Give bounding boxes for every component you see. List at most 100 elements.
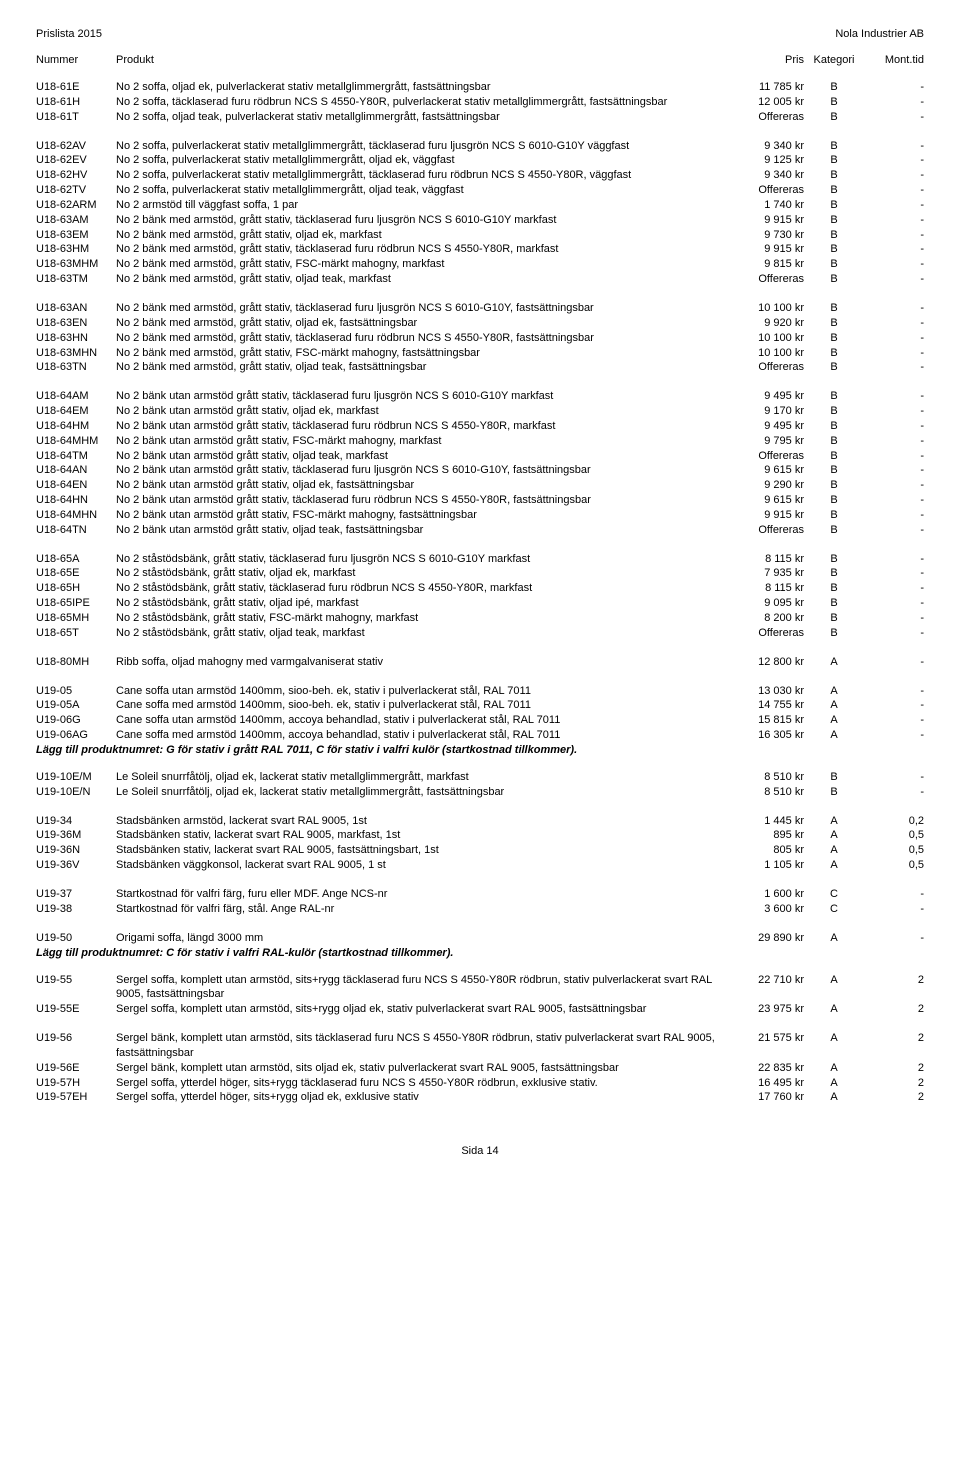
table-row: U19-56Sergel bänk, komplett utan armstöd… — [36, 1031, 924, 1061]
table-row: U18-63TNNo 2 bänk med armstöd, grått sta… — [36, 360, 924, 375]
cell-kategori: B — [804, 80, 864, 95]
cell-produkt: No 2 soffa, pulverlackerat stativ metall… — [116, 168, 734, 183]
cell-kategori: B — [804, 198, 864, 213]
cell-pris: 9 340 kr — [734, 139, 804, 154]
cell-produkt: No 2 bänk med armstöd, grått stativ, täc… — [116, 242, 734, 257]
col-nummer: Nummer — [36, 54, 116, 66]
cell-monttid: - — [864, 655, 924, 670]
table-row: U19-57EHSergel soffa, ytterdel höger, si… — [36, 1090, 924, 1105]
cell-monttid: 0,5 — [864, 828, 924, 843]
cell-monttid: - — [864, 272, 924, 287]
cell-kategori: A — [804, 1076, 864, 1091]
cell-nummer: U18-65E — [36, 566, 116, 581]
cell-kategori: B — [804, 626, 864, 641]
table-row: U19-37Startkostnad för valfri färg, furu… — [36, 887, 924, 902]
cell-pris: Offereras — [734, 523, 804, 538]
cell-nummer: U19-05A — [36, 698, 116, 713]
cell-pris: 10 100 kr — [734, 346, 804, 361]
cell-monttid: - — [864, 242, 924, 257]
cell-monttid: - — [864, 581, 924, 596]
cell-monttid: - — [864, 434, 924, 449]
cell-monttid: - — [864, 626, 924, 641]
table-row: U19-36VStadsbänken väggkonsol, lackerat … — [36, 858, 924, 873]
cell-monttid: - — [864, 478, 924, 493]
cell-kategori: B — [804, 566, 864, 581]
table-row: U18-64TNNo 2 bänk utan armstöd grått sta… — [36, 523, 924, 538]
cell-monttid: - — [864, 228, 924, 243]
cell-nummer: U18-64MHN — [36, 508, 116, 523]
cell-nummer: U18-64EN — [36, 478, 116, 493]
cell-produkt: Sergel bänk, komplett utan armstöd, sits… — [116, 1061, 734, 1076]
cell-nummer: U19-10E/M — [36, 770, 116, 785]
row-group: U18-64AMNo 2 bänk utan armstöd grått sta… — [36, 389, 924, 537]
table-row: U19-36MStadsbänken stativ, lackerat svar… — [36, 828, 924, 843]
cell-monttid: 2 — [864, 1090, 924, 1105]
table-row: U18-65HNo 2 ståstödsbänk, grått stativ, … — [36, 581, 924, 596]
group-note: Lägg till produktnumret: G för stativ i … — [36, 744, 924, 756]
price-table: U18-61ENo 2 soffa, oljad ek, pulverlacke… — [36, 80, 924, 1105]
row-group: U18-65ANo 2 ståstödsbänk, grått stativ, … — [36, 552, 924, 641]
cell-produkt: No 2 bänk utan armstöd grått stativ, olj… — [116, 478, 734, 493]
table-row: U19-55ESergel soffa, komplett utan armst… — [36, 1002, 924, 1017]
header-left: Prislista 2015 — [36, 28, 102, 40]
cell-pris: 8 510 kr — [734, 770, 804, 785]
cell-monttid: - — [864, 698, 924, 713]
cell-produkt: Ribb soffa, oljad mahogny med varmgalvan… — [116, 655, 734, 670]
cell-pris: 22 835 kr — [734, 1061, 804, 1076]
table-row: U19-10E/MLe Soleil snurrfåtölj, oljad ek… — [36, 770, 924, 785]
cell-pris: 29 890 kr — [734, 931, 804, 946]
cell-pris: 22 710 kr — [734, 973, 804, 988]
cell-pris: 16 495 kr — [734, 1076, 804, 1091]
cell-nummer: U18-61T — [36, 110, 116, 125]
cell-monttid: 0,5 — [864, 858, 924, 873]
cell-monttid: - — [864, 360, 924, 375]
cell-produkt: No 2 ståstödsbänk, grått stativ, oljad i… — [116, 596, 734, 611]
table-row: U18-64ENNo 2 bänk utan armstöd grått sta… — [36, 478, 924, 493]
cell-pris: 8 510 kr — [734, 785, 804, 800]
table-row: U18-62ARMNo 2 armstöd till väggfast soff… — [36, 198, 924, 213]
cell-pris: 11 785 kr — [734, 80, 804, 95]
cell-kategori: B — [804, 493, 864, 508]
cell-nummer: U18-64HN — [36, 493, 116, 508]
cell-pris: 9 495 kr — [734, 389, 804, 404]
cell-pris: Offereras — [734, 183, 804, 198]
cell-nummer: U18-63TN — [36, 360, 116, 375]
table-row: U18-64TMNo 2 bänk utan armstöd grått sta… — [36, 449, 924, 464]
cell-produkt: No 2 bänk med armstöd, grått stativ, olj… — [116, 272, 734, 287]
cell-monttid: - — [864, 404, 924, 419]
cell-kategori: B — [804, 110, 864, 125]
table-row: U18-62AVNo 2 soffa, pulverlackerat stati… — [36, 139, 924, 154]
cell-nummer: U18-65MH — [36, 611, 116, 626]
table-row: U19-56ESergel bänk, komplett utan armstö… — [36, 1061, 924, 1076]
cell-kategori: B — [804, 770, 864, 785]
cell-monttid: - — [864, 728, 924, 743]
cell-kategori: B — [804, 552, 864, 567]
cell-kategori: B — [804, 523, 864, 538]
table-row: U18-61HNo 2 soffa, täcklaserad furu rödb… — [36, 95, 924, 110]
page-footer: Sida 14 — [36, 1145, 924, 1157]
cell-nummer: U19-37 — [36, 887, 116, 902]
table-row: U19-06AGCane soffa med armstöd 1400mm, a… — [36, 728, 924, 743]
cell-produkt: No 2 bänk utan armstöd grått stativ, täc… — [116, 493, 734, 508]
cell-nummer: U18-63HM — [36, 242, 116, 257]
cell-produkt: No 2 ståstödsbänk, grått stativ, FSC-mär… — [116, 611, 734, 626]
cell-nummer: U18-62ARM — [36, 198, 116, 213]
cell-produkt: No 2 bänk med armstöd, grått stativ, FSC… — [116, 346, 734, 361]
cell-monttid: - — [864, 566, 924, 581]
table-row: U18-63HMNo 2 bänk med armstöd, grått sta… — [36, 242, 924, 257]
group-note: Lägg till produktnumret: C för stativ i … — [36, 947, 924, 959]
table-row: U19-10E/NLe Soleil snurrfåtölj, oljad ek… — [36, 785, 924, 800]
cell-kategori: B — [804, 434, 864, 449]
cell-pris: 8 115 kr — [734, 581, 804, 596]
table-row: U18-61TNo 2 soffa, oljad teak, pulverlac… — [36, 110, 924, 125]
cell-produkt: No 2 bänk utan armstöd grått stativ, täc… — [116, 463, 734, 478]
cell-monttid: - — [864, 684, 924, 699]
cell-pris: 9 170 kr — [734, 404, 804, 419]
cell-pris: 12 800 kr — [734, 655, 804, 670]
cell-nummer: U18-64TM — [36, 449, 116, 464]
table-row: U18-64MHNNo 2 bänk utan armstöd grått st… — [36, 508, 924, 523]
cell-produkt: Le Soleil snurrfåtölj, oljad ek, lackera… — [116, 785, 734, 800]
cell-nummer: U18-80MH — [36, 655, 116, 670]
table-row: U19-06GCane soffa utan armstöd 1400mm, a… — [36, 713, 924, 728]
table-row: U18-63MHNNo 2 bänk med armstöd, grått st… — [36, 346, 924, 361]
